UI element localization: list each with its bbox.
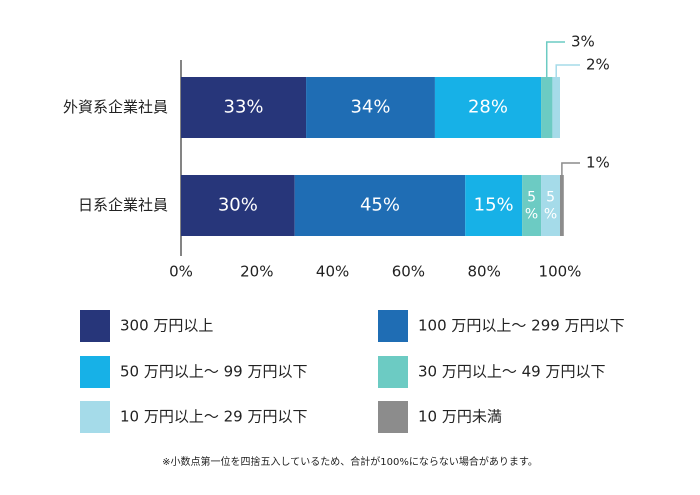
bar-segment [541, 77, 553, 138]
value-label: 33% [224, 97, 264, 118]
bar-segment [465, 175, 523, 236]
legend-label: 300 万円以上 [120, 317, 213, 335]
value-label: 45% [360, 195, 400, 216]
bar-segment [434, 77, 542, 138]
bar-segment [306, 77, 435, 138]
value-label: 1% [586, 154, 610, 172]
legend-swatch [80, 356, 110, 388]
bar-segment [294, 175, 466, 236]
y-tick-label: 日系企業社員 [78, 196, 168, 214]
bar-segment [552, 77, 560, 138]
bar-segment [181, 77, 307, 138]
callout-line [545, 41, 565, 77]
x-tick-label: 0% [169, 263, 193, 281]
bar-segment [560, 175, 564, 236]
legend-label: 10 万円未満 [418, 408, 502, 426]
bar-segment [181, 175, 295, 236]
legend-swatch [80, 310, 110, 342]
y-tick-label: 外資系企業社員 [63, 98, 168, 116]
legend-label: 50 万円以上〜 99 万円以下 [120, 363, 307, 381]
footnote: ※小数点第一位を四捨五入しているため、合計が100%にならない場合があります。 [162, 455, 538, 468]
value-label: 5% [544, 190, 557, 223]
callout-line [561, 162, 580, 175]
value-label: 30% [218, 195, 258, 216]
x-tick-label: 40% [316, 263, 349, 281]
x-tick-label: 80% [468, 263, 501, 281]
value-label: 28% [468, 97, 508, 118]
value-label: 5% [525, 190, 538, 223]
legend-swatch [378, 401, 408, 433]
value-label: 15% [474, 195, 514, 216]
x-tick-label: 20% [240, 263, 273, 281]
x-tick-label: 60% [392, 263, 425, 281]
legend-swatch [378, 310, 408, 342]
legend-label: 10 万円以上〜 29 万円以下 [120, 408, 307, 426]
legend-swatch [378, 356, 408, 388]
value-label: 2% [586, 56, 610, 74]
legend-swatch [80, 401, 110, 433]
bar-segment [522, 175, 542, 236]
value-label: 34% [350, 97, 390, 118]
bar-segment [541, 175, 560, 236]
x-tick-label: 100% [539, 263, 582, 281]
legend-label: 30 万円以上〜 49 万円以下 [418, 363, 605, 381]
legend-label: 100 万円以上〜 299 万円以下 [418, 317, 625, 335]
value-label: 3% [571, 33, 595, 51]
callout-line [555, 64, 580, 77]
